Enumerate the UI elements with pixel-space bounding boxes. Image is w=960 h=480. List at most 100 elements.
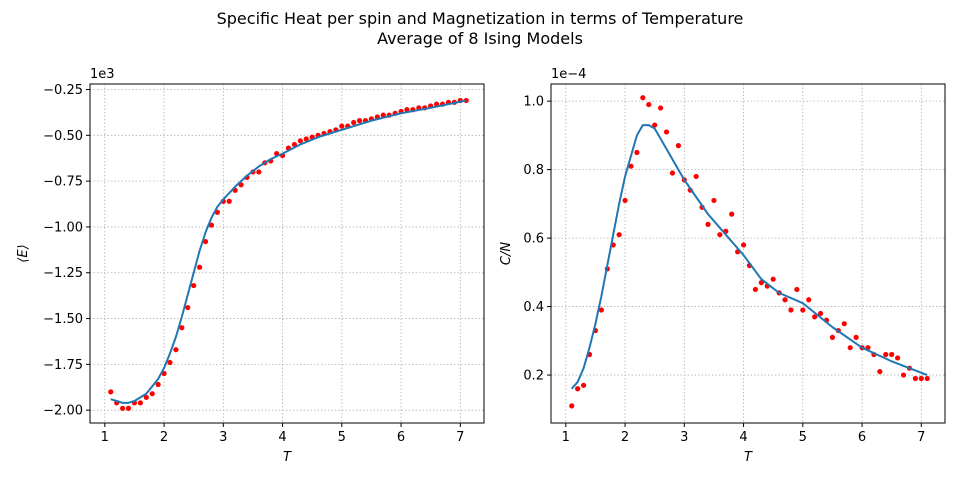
chart-1-x-tick-label-6: 7: [917, 430, 925, 445]
chart-0-x-tick-label-5: 6: [397, 430, 405, 445]
chart-1-x-tick-label-2: 3: [680, 430, 688, 445]
chart-0-axes-frame: [89, 83, 485, 424]
specific-heat-chart: 1 2 3 4 5 6 7 0.2 0.4 0.6 0.8 1.0 1e−4 T C/N: [499, 67, 946, 465]
chart-1-data-point-46: [841, 321, 847, 327]
chart-1-data-point-21: [693, 173, 699, 180]
chart-0-y-tick-label-2: −1.50: [43, 312, 83, 327]
chart-1-data-point-44: [829, 334, 836, 340]
chart-0-data-point-7: [149, 391, 155, 397]
chart-1-data-point-36: [782, 297, 788, 303]
chart-0-data-point-25: [256, 169, 262, 175]
chart-1-data-point-0: [569, 403, 575, 409]
chart-0-data-point-10: [167, 359, 173, 366]
chart-0-data-point-6: [143, 394, 149, 400]
chart-0-data-point-17: [208, 222, 215, 228]
chart-1-x-tick-label-5: 6: [858, 430, 866, 445]
chart-1-data-point-23: [705, 221, 711, 227]
chart-1-data-point-18: [675, 143, 681, 149]
chart-1-y-tick-label-2: 0.6: [523, 232, 544, 247]
chart-1-data-point-9: [622, 197, 628, 204]
energy-chart: 1 2 3 4 5 6 7 −2.00 −1.75 −1.50 −1.25 −1.00 −0.75 −0.…: [16, 67, 485, 465]
chart-0-data-point-33: [303, 136, 309, 142]
chart-0-data-point-11: [173, 347, 179, 353]
chart-0-data-point-13: [185, 304, 191, 311]
chart-1-data-point-29: [740, 242, 747, 248]
chart-1-data-point-48: [853, 334, 859, 340]
chart-0-offset-label: 1e3: [90, 67, 115, 82]
chart-1-data-point-38: [794, 286, 800, 293]
chart-1-x-tick-label-3: 4: [739, 430, 747, 445]
chart-1-data-point-11: [634, 149, 640, 156]
chart-0-x-tick-label-0: 1: [101, 430, 109, 445]
chart-0-data-point-8: [155, 381, 161, 388]
chart-1-data-point-12: [640, 95, 646, 101]
chart-1-data-point-47: [847, 345, 853, 351]
chart-0-x-tick-label-6: 7: [456, 430, 464, 445]
chart-0-data-point-16: [202, 238, 209, 245]
chart-1-data-point-40: [806, 297, 812, 303]
chart-1-data-point-53: [883, 351, 889, 358]
chart-0-y-tick-label-1: −1.75: [43, 358, 83, 373]
chart-1-data-point-27: [729, 211, 735, 217]
chart-1-data-point-2: [580, 382, 587, 388]
chart-1-data-point-17: [669, 170, 676, 176]
chart-1-data-point-60: [924, 375, 930, 382]
chart-1-data-point-37: [788, 307, 794, 313]
chart-0-fit-line: [110, 99, 467, 404]
chart-1-x-tick-label-1: 2: [621, 430, 629, 445]
chart-1-x-axis-label: T: [744, 450, 753, 465]
chart-0-data-point-42: [356, 118, 363, 124]
chart-0-x-tick-label-4: 5: [338, 430, 346, 445]
chart-0-data-point-20: [226, 198, 232, 204]
chart-1-data-point-41: [812, 314, 818, 320]
chart-1-data-point-8: [616, 232, 622, 238]
chart-0-data-point-32: [297, 138, 303, 144]
chart-0-data-point-39: [339, 123, 345, 129]
chart-0-y-tick-label-7: −0.25: [43, 83, 83, 98]
chart-1-x-tick-label-0: 1: [562, 430, 570, 445]
chart-0-data-point-3: [125, 405, 132, 411]
chart-1-data-point-31: [752, 286, 759, 293]
chart-1-data-point-55: [895, 355, 901, 361]
chart-0-y-tick-label-4: −1.00: [43, 220, 83, 235]
chart-1-data-point-42: [817, 310, 824, 317]
figure-title-line2: Average of 8 Ising Models: [377, 29, 583, 48]
chart-1-y-tick-label-4: 1.0: [523, 95, 544, 110]
chart-1-fit-line: [570, 124, 928, 390]
chart-1-x-tick-label-4: 5: [799, 430, 807, 445]
chart-0-x-tick-label-1: 2: [160, 430, 168, 445]
chart-1-data-point-1: [575, 386, 581, 392]
chart-0-y-axis-label: ⟨E⟩: [16, 244, 31, 262]
chart-1-data-point-25: [717, 232, 723, 238]
chart-1-data-point-13: [646, 101, 652, 108]
chart-0-data-point-50: [404, 107, 410, 113]
chart-0-data-point-5: [137, 400, 143, 406]
chart-1-data-point-59: [918, 375, 924, 382]
chart-1-data-point-52: [877, 369, 883, 375]
figure-title-line1: Specific Heat per spin and Magnetization…: [217, 9, 744, 28]
chart-0-x-tick-label-2: 3: [219, 430, 227, 445]
chart-1-offset-label: 1e−4: [551, 67, 586, 82]
chart-1-data-point-54: [889, 351, 895, 358]
chart-0-y-tick-label-6: −0.50: [43, 129, 83, 144]
chart-0-data-point-15: [197, 264, 203, 270]
chart-1-data-point-24: [711, 197, 717, 204]
chart-0-y-tick-label-0: −2.00: [43, 404, 83, 419]
chart-1-data-point-14: [652, 122, 658, 128]
chart-1-y-tick-label-1: 0.4: [523, 300, 544, 315]
chart-1-data-point-56: [900, 372, 907, 378]
chart-1-y-axis-label: C/N: [499, 242, 514, 265]
chart-1-data-point-58: [912, 375, 918, 382]
chart-1-data-point-34: [770, 276, 776, 282]
chart-0-x-axis-label: T: [283, 450, 292, 465]
chart-0-data-point-14: [191, 282, 197, 289]
chart-1-data-point-5: [598, 307, 604, 313]
chart-1-axes-frame: [550, 83, 946, 424]
chart-0-y-tick-label-3: −1.25: [43, 266, 83, 281]
chart-0-data-point-2: [119, 405, 126, 411]
chart-0-data-point-0: [108, 389, 114, 395]
chart-1-data-point-15: [658, 105, 664, 111]
chart-0-x-tick-label-3: 4: [278, 430, 286, 445]
chart-1-data-point-10: [628, 163, 634, 169]
